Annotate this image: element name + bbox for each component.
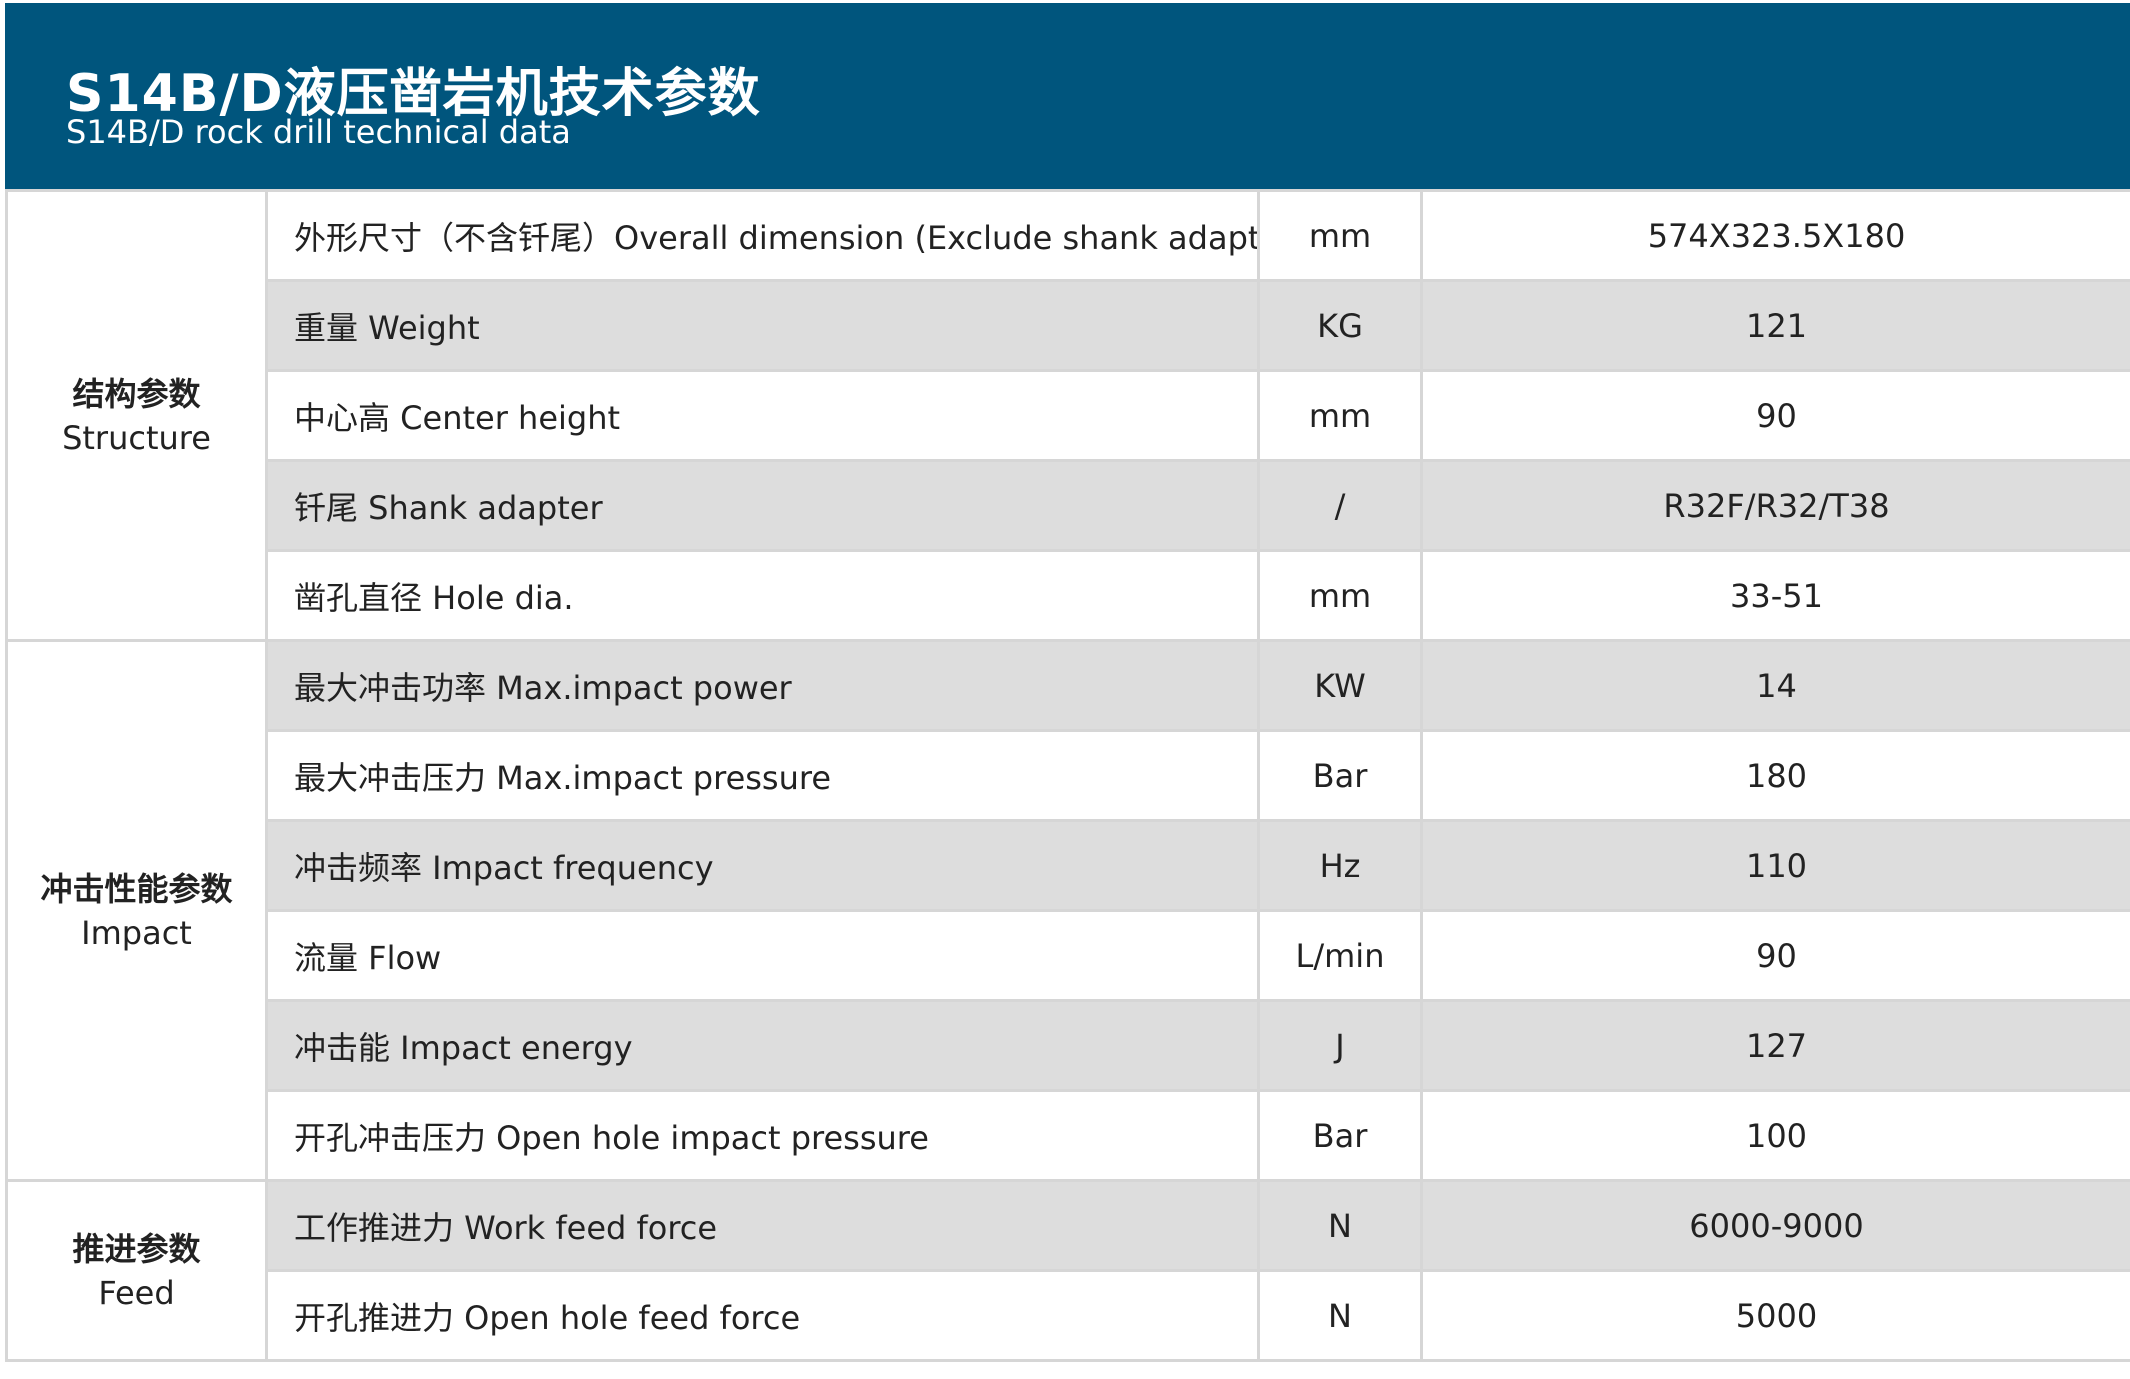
param-cell: 开孔冲击压力 Open hole impact pressure (265, 1089, 1260, 1182)
group-name-en: Feed (98, 1273, 175, 1312)
table-row: 开孔推进力 Open hole feed force N 5000 (7, 1269, 2130, 1362)
value-cell: 100 (1420, 1089, 2130, 1182)
table-row: 中心高 Center height mm 90 (7, 369, 2130, 462)
table-row: 钎尾 Shank adapter / R32F/R32/T38 (7, 459, 2130, 552)
table-row: 重量 Weight KG 121 (7, 279, 2130, 372)
group-cell: 推进参数 Feed (5, 1179, 268, 1362)
spec-table-body: 结构参数 Structure 外形尺寸（不含钎尾）Overall dimension… (5, 189, 2130, 1362)
unit-cell: J (1257, 999, 1423, 1092)
param-cell: 工作推进力 Work feed force (265, 1179, 1260, 1272)
group-name-cn: 结构参数 (72, 374, 201, 413)
param-cell: 重量 Weight (265, 279, 1260, 372)
unit-cell: N (1257, 1179, 1423, 1272)
value-cell: 90 (1420, 369, 2130, 462)
param-cell: 凿孔直径 Hole dia. (265, 549, 1260, 642)
group-cell: 结构参数 Structure (5, 189, 268, 642)
table-row: 最大冲击压力 Max.impact pressure Bar 180 (7, 729, 2130, 822)
value-cell: 127 (1420, 999, 2130, 1092)
unit-cell: mm (1257, 189, 1423, 282)
unit-cell: KG (1257, 279, 1423, 372)
unit-cell: mm (1257, 549, 1423, 642)
table-row: 流量 Flow L/min 90 (7, 909, 2130, 1002)
unit-cell: Hz (1257, 819, 1423, 912)
value-cell: 110 (1420, 819, 2130, 912)
table-row: 推进参数 Feed 工作推进力 Work feed force N 6000-9000 (5, 1179, 2130, 1362)
table-row: 冲击性能参数 Impact 最大冲击功率 Max.impact power KW 14 (5, 639, 2130, 1182)
value-cell: 180 (1420, 729, 2130, 822)
unit-cell: N (1257, 1269, 1423, 1362)
header-banner: S14B/D液压凿岩机技术参数 S14B/D rock drill techni… (5, 3, 2130, 189)
value-cell: 14 (1420, 639, 2130, 732)
table-row: 凿孔直径 Hole dia. mm 33-51 (7, 549, 2130, 642)
param-cell: 流量 Flow (265, 909, 1260, 1002)
value-cell: 121 (1420, 279, 2130, 372)
param-cell: 开孔推进力 Open hole feed force (265, 1269, 1260, 1362)
value-cell: 33-51 (1420, 549, 2130, 642)
group-name-en: Impact (81, 913, 192, 952)
param-cell: 最大冲击压力 Max.impact pressure (265, 729, 1260, 822)
value-cell: 6000-9000 (1420, 1179, 2130, 1272)
page-subtitle: S14B/D rock drill technical data (66, 113, 571, 151)
value-cell: 90 (1420, 909, 2130, 1002)
table-row: 结构参数 Structure 外形尺寸（不含钎尾）Overall dimension… (5, 189, 2130, 642)
unit-cell: L/min (1257, 909, 1423, 1002)
unit-cell: Bar (1257, 729, 1423, 822)
param-cell: 冲击能 Impact energy (265, 999, 1260, 1092)
param-cell: 钎尾 Shank adapter (265, 459, 1260, 552)
value-cell: 574X323.5X180 (1420, 189, 2130, 282)
param-cell: 最大冲击功率 Max.impact power (265, 639, 1260, 732)
page-title: S14B/D液压凿岩机技术参数 (66, 64, 761, 124)
param-cell: 中心高 Center height (265, 369, 1260, 462)
unit-cell: / (1257, 459, 1423, 552)
table-row: 冲击频率 Impact frequency Hz 110 (7, 819, 2130, 912)
value-cell: R32F/R32/T38 (1420, 459, 2130, 552)
unit-cell: Bar (1257, 1089, 1423, 1182)
table-row: 冲击能 Impact energy J 127 (7, 999, 2130, 1092)
group-name-cn: 推进参数 (72, 1229, 201, 1268)
group-cell: 冲击性能参数 Impact (5, 639, 268, 1182)
spec-table: 结构参数 Structure 外形尺寸（不含钎尾）Overall dimension… (5, 189, 2130, 1362)
group-name-en: Structure (62, 418, 211, 457)
unit-cell: KW (1257, 639, 1423, 732)
group-name-cn: 冲击性能参数 (40, 869, 233, 908)
table-row: 开孔冲击压力 Open hole impact pressure Bar 100 (7, 1089, 2130, 1182)
value-cell: 5000 (1420, 1269, 2130, 1362)
param-cell: 冲击频率 Impact frequency (265, 819, 1260, 912)
unit-cell: mm (1257, 369, 1423, 462)
param-cell: 外形尺寸（不含钎尾）Overall dimension (Exclude sha… (265, 189, 1260, 282)
